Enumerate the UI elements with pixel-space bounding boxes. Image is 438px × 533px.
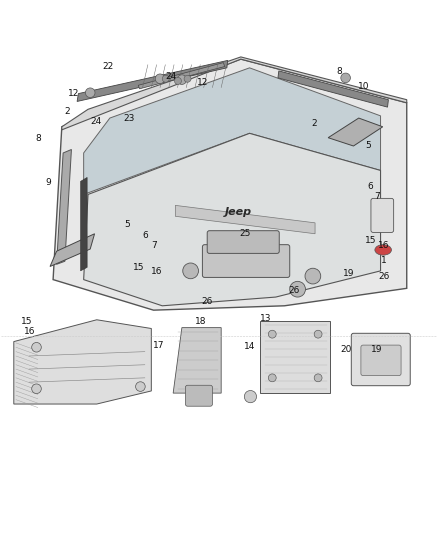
Circle shape (341, 73, 350, 83)
Polygon shape (278, 71, 389, 107)
Polygon shape (62, 57, 407, 130)
Polygon shape (81, 177, 87, 271)
Text: 25: 25 (240, 229, 251, 238)
Circle shape (32, 384, 41, 393)
Circle shape (305, 268, 321, 284)
Circle shape (183, 263, 198, 279)
Text: 26: 26 (378, 272, 390, 281)
Polygon shape (328, 118, 383, 146)
Text: 6: 6 (143, 231, 148, 240)
FancyBboxPatch shape (202, 245, 290, 277)
FancyBboxPatch shape (207, 231, 279, 253)
Text: Jeep: Jeep (225, 207, 252, 217)
Polygon shape (57, 149, 71, 264)
Circle shape (268, 330, 276, 338)
FancyBboxPatch shape (185, 385, 212, 406)
Circle shape (162, 75, 169, 82)
Text: 8: 8 (35, 134, 41, 143)
Circle shape (155, 74, 165, 84)
Text: 6: 6 (367, 182, 373, 191)
Ellipse shape (375, 245, 392, 255)
Text: 26: 26 (201, 297, 212, 306)
Text: 9: 9 (46, 177, 52, 187)
Polygon shape (77, 60, 228, 101)
Text: 15: 15 (365, 236, 377, 245)
Circle shape (32, 343, 41, 352)
Text: 8: 8 (336, 67, 342, 76)
Circle shape (85, 88, 95, 98)
Circle shape (136, 382, 145, 391)
Circle shape (184, 75, 191, 82)
Text: 16: 16 (24, 327, 36, 336)
Text: 12: 12 (197, 78, 208, 87)
Polygon shape (261, 321, 330, 393)
Polygon shape (138, 62, 225, 89)
Text: 16: 16 (378, 241, 390, 250)
Text: 7: 7 (152, 241, 157, 250)
Circle shape (314, 374, 322, 382)
Circle shape (174, 77, 181, 84)
Text: 7: 7 (374, 192, 380, 201)
Text: 17: 17 (153, 342, 165, 351)
Text: 19: 19 (371, 345, 383, 354)
Polygon shape (14, 320, 151, 404)
FancyBboxPatch shape (361, 345, 401, 376)
FancyBboxPatch shape (351, 333, 410, 386)
Polygon shape (50, 234, 95, 266)
Polygon shape (84, 68, 381, 195)
Circle shape (244, 391, 257, 403)
Circle shape (314, 330, 322, 338)
Circle shape (290, 281, 305, 297)
Text: 15: 15 (21, 318, 33, 326)
Text: 2: 2 (311, 119, 317, 128)
Text: 1: 1 (381, 256, 387, 265)
Text: 16: 16 (151, 267, 163, 276)
Text: 2: 2 (65, 107, 71, 116)
Polygon shape (84, 133, 381, 306)
Text: 5: 5 (365, 141, 371, 150)
Polygon shape (175, 205, 315, 234)
Text: 13: 13 (261, 313, 272, 322)
Text: 19: 19 (343, 269, 355, 278)
Text: 15: 15 (132, 263, 144, 272)
Text: 23: 23 (124, 115, 135, 124)
Polygon shape (53, 59, 407, 310)
Circle shape (177, 75, 187, 84)
Text: 10: 10 (358, 82, 370, 91)
Text: 14: 14 (244, 342, 255, 351)
Polygon shape (173, 328, 221, 393)
Text: 24: 24 (166, 72, 177, 81)
FancyBboxPatch shape (371, 198, 394, 232)
Text: 5: 5 (124, 220, 130, 229)
Text: 20: 20 (340, 345, 351, 354)
Text: 22: 22 (102, 62, 113, 71)
Circle shape (268, 374, 276, 382)
Text: 26: 26 (289, 286, 300, 295)
Text: 24: 24 (90, 117, 102, 126)
Text: 12: 12 (68, 89, 80, 98)
Text: 18: 18 (194, 317, 206, 326)
